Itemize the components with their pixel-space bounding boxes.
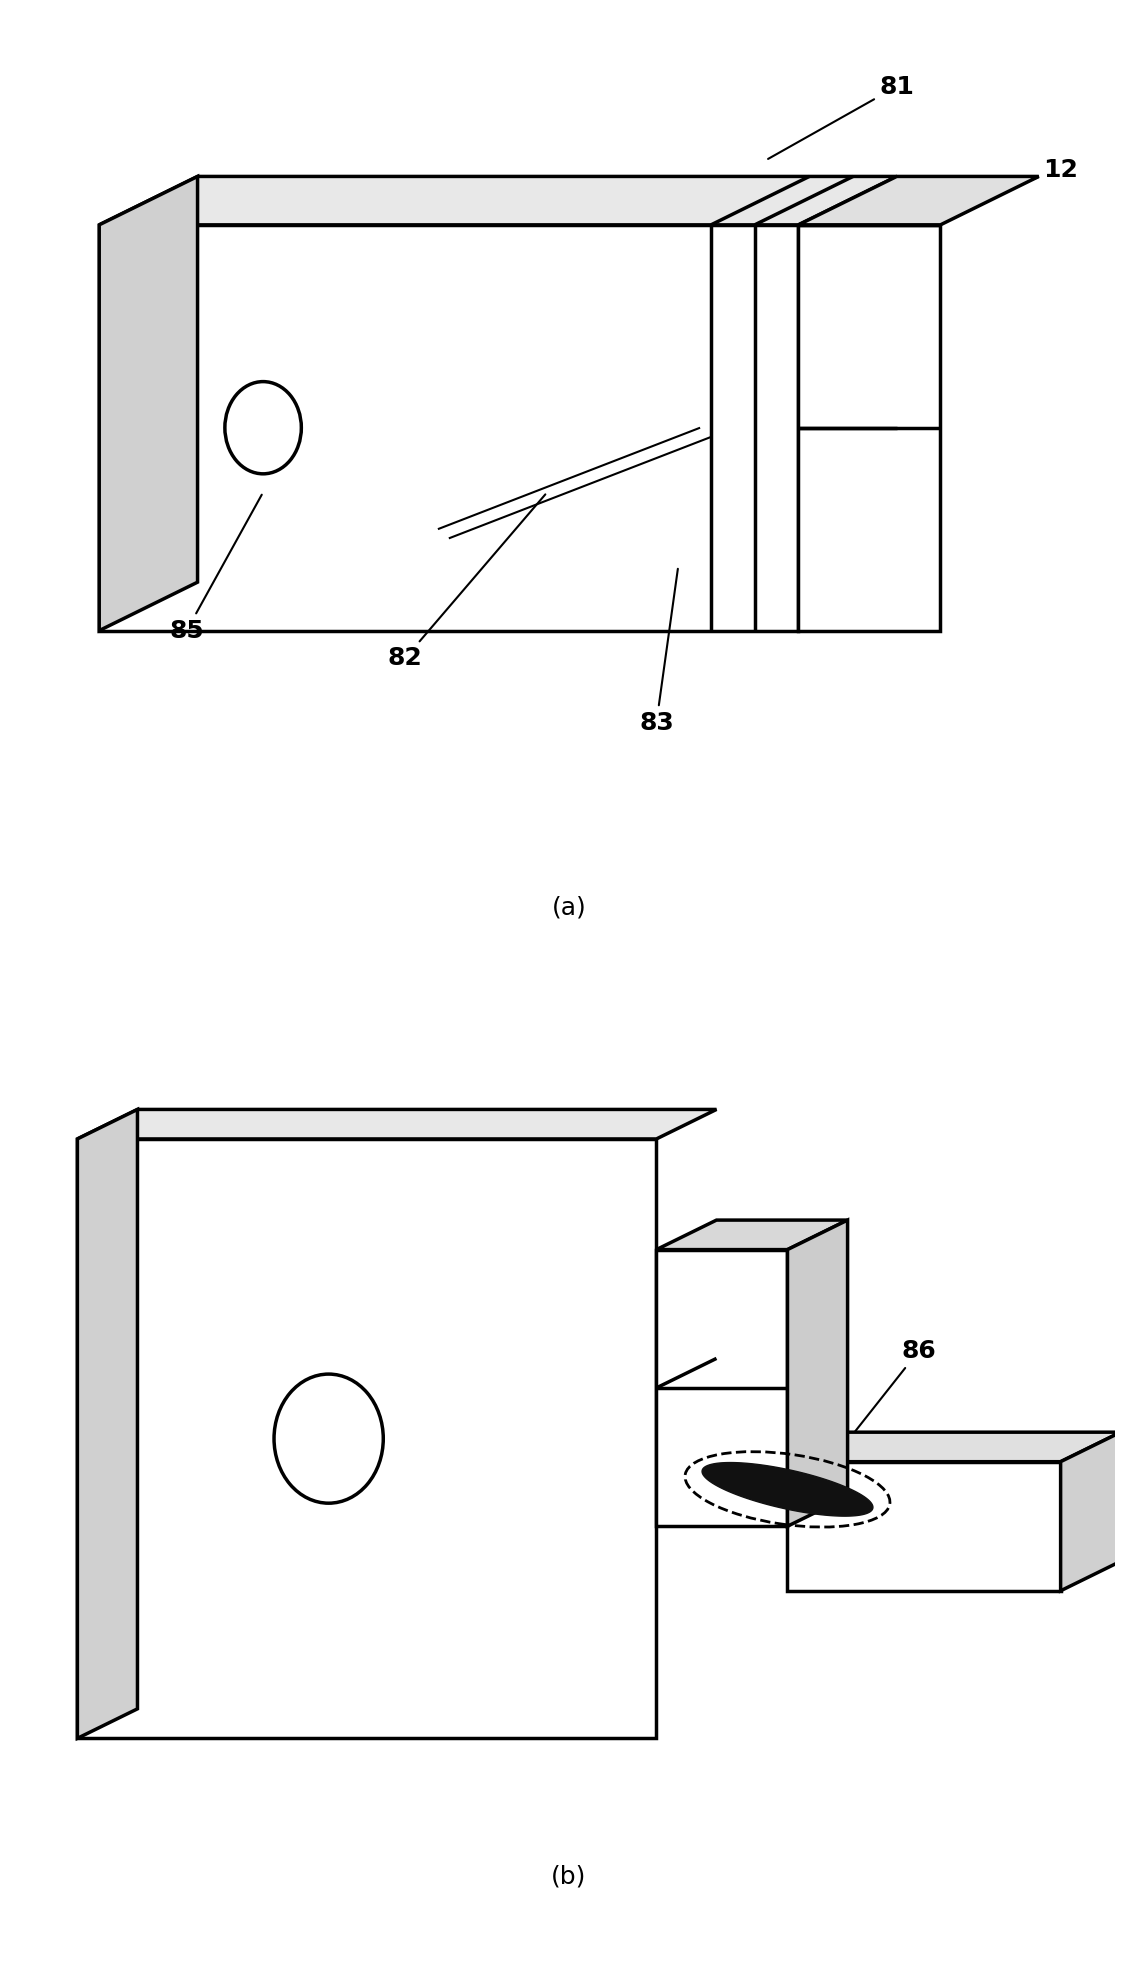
Ellipse shape (274, 1373, 384, 1503)
Polygon shape (702, 1462, 873, 1517)
Polygon shape (657, 1220, 848, 1250)
Polygon shape (787, 1462, 1061, 1591)
Polygon shape (657, 1250, 787, 1526)
Text: 86: 86 (833, 1338, 935, 1460)
Text: 83: 83 (640, 569, 678, 736)
Text: 85: 85 (170, 494, 262, 644)
Text: (a): (a) (552, 895, 586, 920)
Text: (b): (b) (551, 1864, 587, 1889)
Polygon shape (787, 1220, 848, 1526)
Polygon shape (99, 226, 799, 630)
Polygon shape (1061, 1432, 1121, 1591)
Polygon shape (77, 1138, 657, 1738)
Text: 81: 81 (768, 75, 914, 159)
Polygon shape (799, 177, 1039, 226)
Polygon shape (99, 177, 198, 630)
Polygon shape (99, 177, 897, 226)
Polygon shape (799, 226, 940, 630)
Ellipse shape (225, 381, 302, 473)
Polygon shape (77, 1109, 138, 1738)
Text: 82: 82 (388, 494, 545, 671)
Polygon shape (77, 1109, 717, 1138)
Polygon shape (787, 1432, 1121, 1462)
Text: 12: 12 (932, 157, 1078, 214)
